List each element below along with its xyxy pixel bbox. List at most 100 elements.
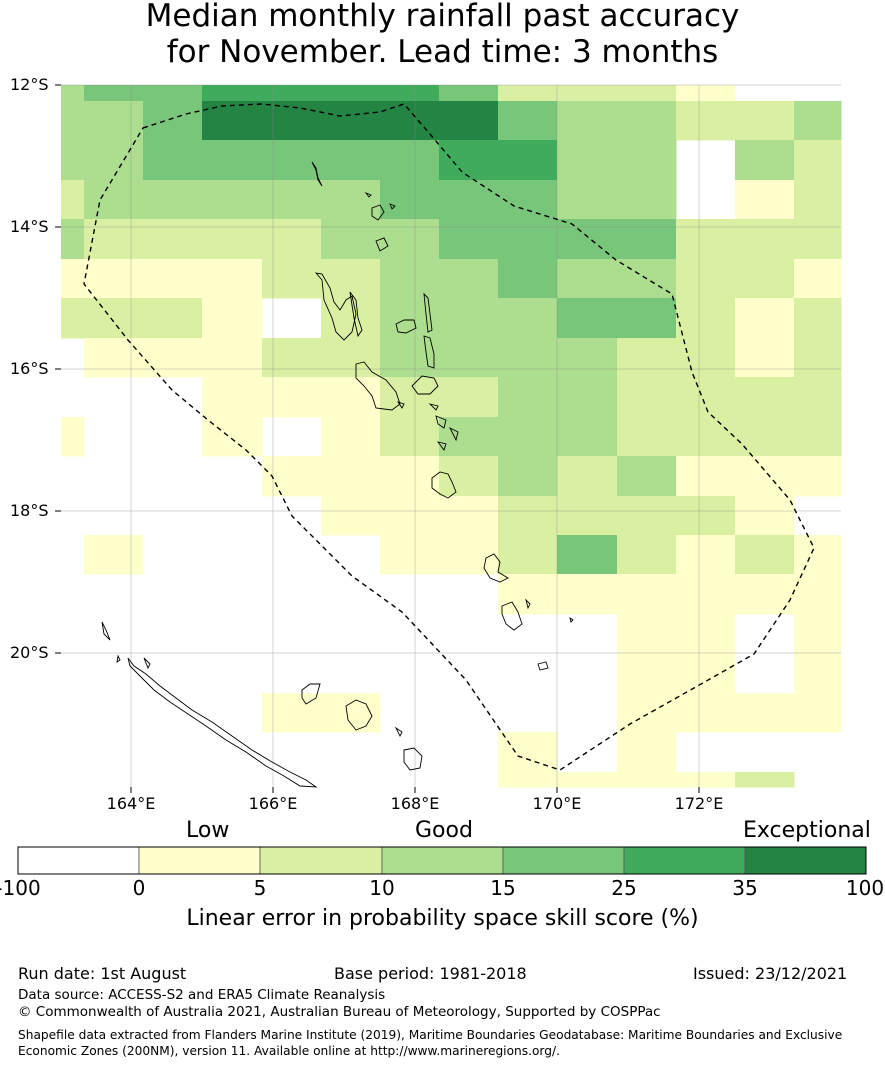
skill-cell xyxy=(735,772,795,788)
skill-cell xyxy=(617,653,677,694)
skill-cell xyxy=(617,85,677,102)
skill-cell xyxy=(617,140,677,181)
skill-cell xyxy=(380,180,440,220)
island-futuna xyxy=(525,598,531,610)
skill-cell xyxy=(498,85,558,102)
skill-cell xyxy=(321,140,381,181)
skill-cell xyxy=(143,259,203,299)
colorbar-segment xyxy=(138,846,261,875)
skill-cell xyxy=(202,298,263,339)
colorbar-segment xyxy=(17,846,140,875)
skill-cell xyxy=(794,259,842,299)
skill-cell xyxy=(617,535,677,575)
skill-cell xyxy=(735,298,795,339)
run-date: Run date: 1st August xyxy=(18,964,187,983)
island-malekula xyxy=(355,361,401,411)
skill-cell xyxy=(498,219,558,260)
skill-cell xyxy=(676,101,736,141)
skill-cell xyxy=(557,338,618,378)
skill-cell xyxy=(380,338,440,378)
skill-cell xyxy=(143,140,203,181)
skill-cell xyxy=(557,535,618,575)
lon-label-172e: 172°E xyxy=(674,794,724,813)
skill-cell xyxy=(617,298,677,339)
colorbar-tick: 15 xyxy=(490,876,516,900)
skill-cell xyxy=(61,417,85,457)
colorbar-frame xyxy=(17,846,867,875)
skill-cell xyxy=(262,456,322,497)
skill-cell xyxy=(262,259,322,299)
skill-cell xyxy=(84,298,144,339)
skill-cell xyxy=(676,259,736,299)
colorbar-tick: 0 xyxy=(132,876,146,900)
skill-cell xyxy=(84,535,144,575)
colorbar-segment xyxy=(259,846,383,875)
skill-cell xyxy=(557,298,618,339)
skill-cell xyxy=(143,219,203,260)
skill-cell xyxy=(557,85,618,102)
skill-cell xyxy=(735,496,795,536)
map-title-line-1: Median monthly rainfall past accuracy xyxy=(145,0,740,34)
skill-cell xyxy=(439,298,499,339)
skill-score-map xyxy=(17,84,867,875)
skill-cell xyxy=(61,298,85,339)
category-exceptional: Exceptional xyxy=(743,818,871,843)
skill-grid xyxy=(61,85,842,788)
skill-cell xyxy=(735,417,795,457)
skill-cell xyxy=(61,85,85,102)
lat-label-18s: 18°S xyxy=(10,501,49,520)
lon-label-164e: 164°E xyxy=(106,794,156,813)
skill-cell xyxy=(380,535,440,575)
skill-cell xyxy=(676,377,736,418)
skill-cell xyxy=(498,101,558,141)
skill-cell xyxy=(557,574,618,615)
skill-cell xyxy=(202,219,263,260)
skill-cell xyxy=(439,338,499,378)
skill-cell xyxy=(794,574,842,615)
skill-cell xyxy=(676,614,736,654)
skill-cell xyxy=(794,180,842,220)
skill-cell xyxy=(735,535,795,575)
skill-cell xyxy=(735,101,795,141)
skill-cell xyxy=(557,259,618,299)
skill-cell xyxy=(84,180,144,220)
island-mare xyxy=(403,747,423,771)
skill-cell xyxy=(321,85,381,102)
skill-cell xyxy=(321,219,381,260)
skill-cell xyxy=(439,101,499,141)
skill-cell xyxy=(498,456,558,497)
skill-cell xyxy=(321,456,381,497)
data-source: Data source: ACCESS-S2 and ERA5 Climate … xyxy=(18,987,386,1003)
skill-cell xyxy=(380,85,440,102)
lat-label-20s: 20°S xyxy=(10,643,49,662)
skill-cell xyxy=(262,219,322,260)
island-small-3 xyxy=(396,401,405,409)
skill-cell xyxy=(84,140,144,181)
colorbar-segment xyxy=(381,846,504,875)
skill-cell xyxy=(794,417,842,457)
skill-cell xyxy=(557,180,618,220)
island-pentecost xyxy=(423,292,433,333)
colorbar-segment xyxy=(502,846,625,875)
skill-cell xyxy=(617,456,677,497)
skill-cell xyxy=(439,496,499,536)
colorbar-tick: 5 xyxy=(253,876,267,900)
skill-cell xyxy=(676,85,736,102)
skill-cell xyxy=(61,180,85,220)
skill-cell xyxy=(557,140,618,181)
island-small-2 xyxy=(389,203,396,210)
skill-cell xyxy=(676,772,736,788)
skill-cell xyxy=(202,85,263,102)
skill-cell xyxy=(617,377,677,418)
skill-cell xyxy=(735,140,795,181)
island-ouvea xyxy=(301,683,321,705)
skill-cell xyxy=(735,259,795,299)
skill-cell xyxy=(84,219,144,260)
skill-cell xyxy=(321,496,381,536)
skill-cell xyxy=(557,772,618,788)
island-small-4 xyxy=(428,403,439,411)
skill-cell xyxy=(84,259,144,299)
skill-cell xyxy=(143,338,203,378)
island-small-8 xyxy=(394,726,403,738)
eez-boundary xyxy=(83,103,815,771)
